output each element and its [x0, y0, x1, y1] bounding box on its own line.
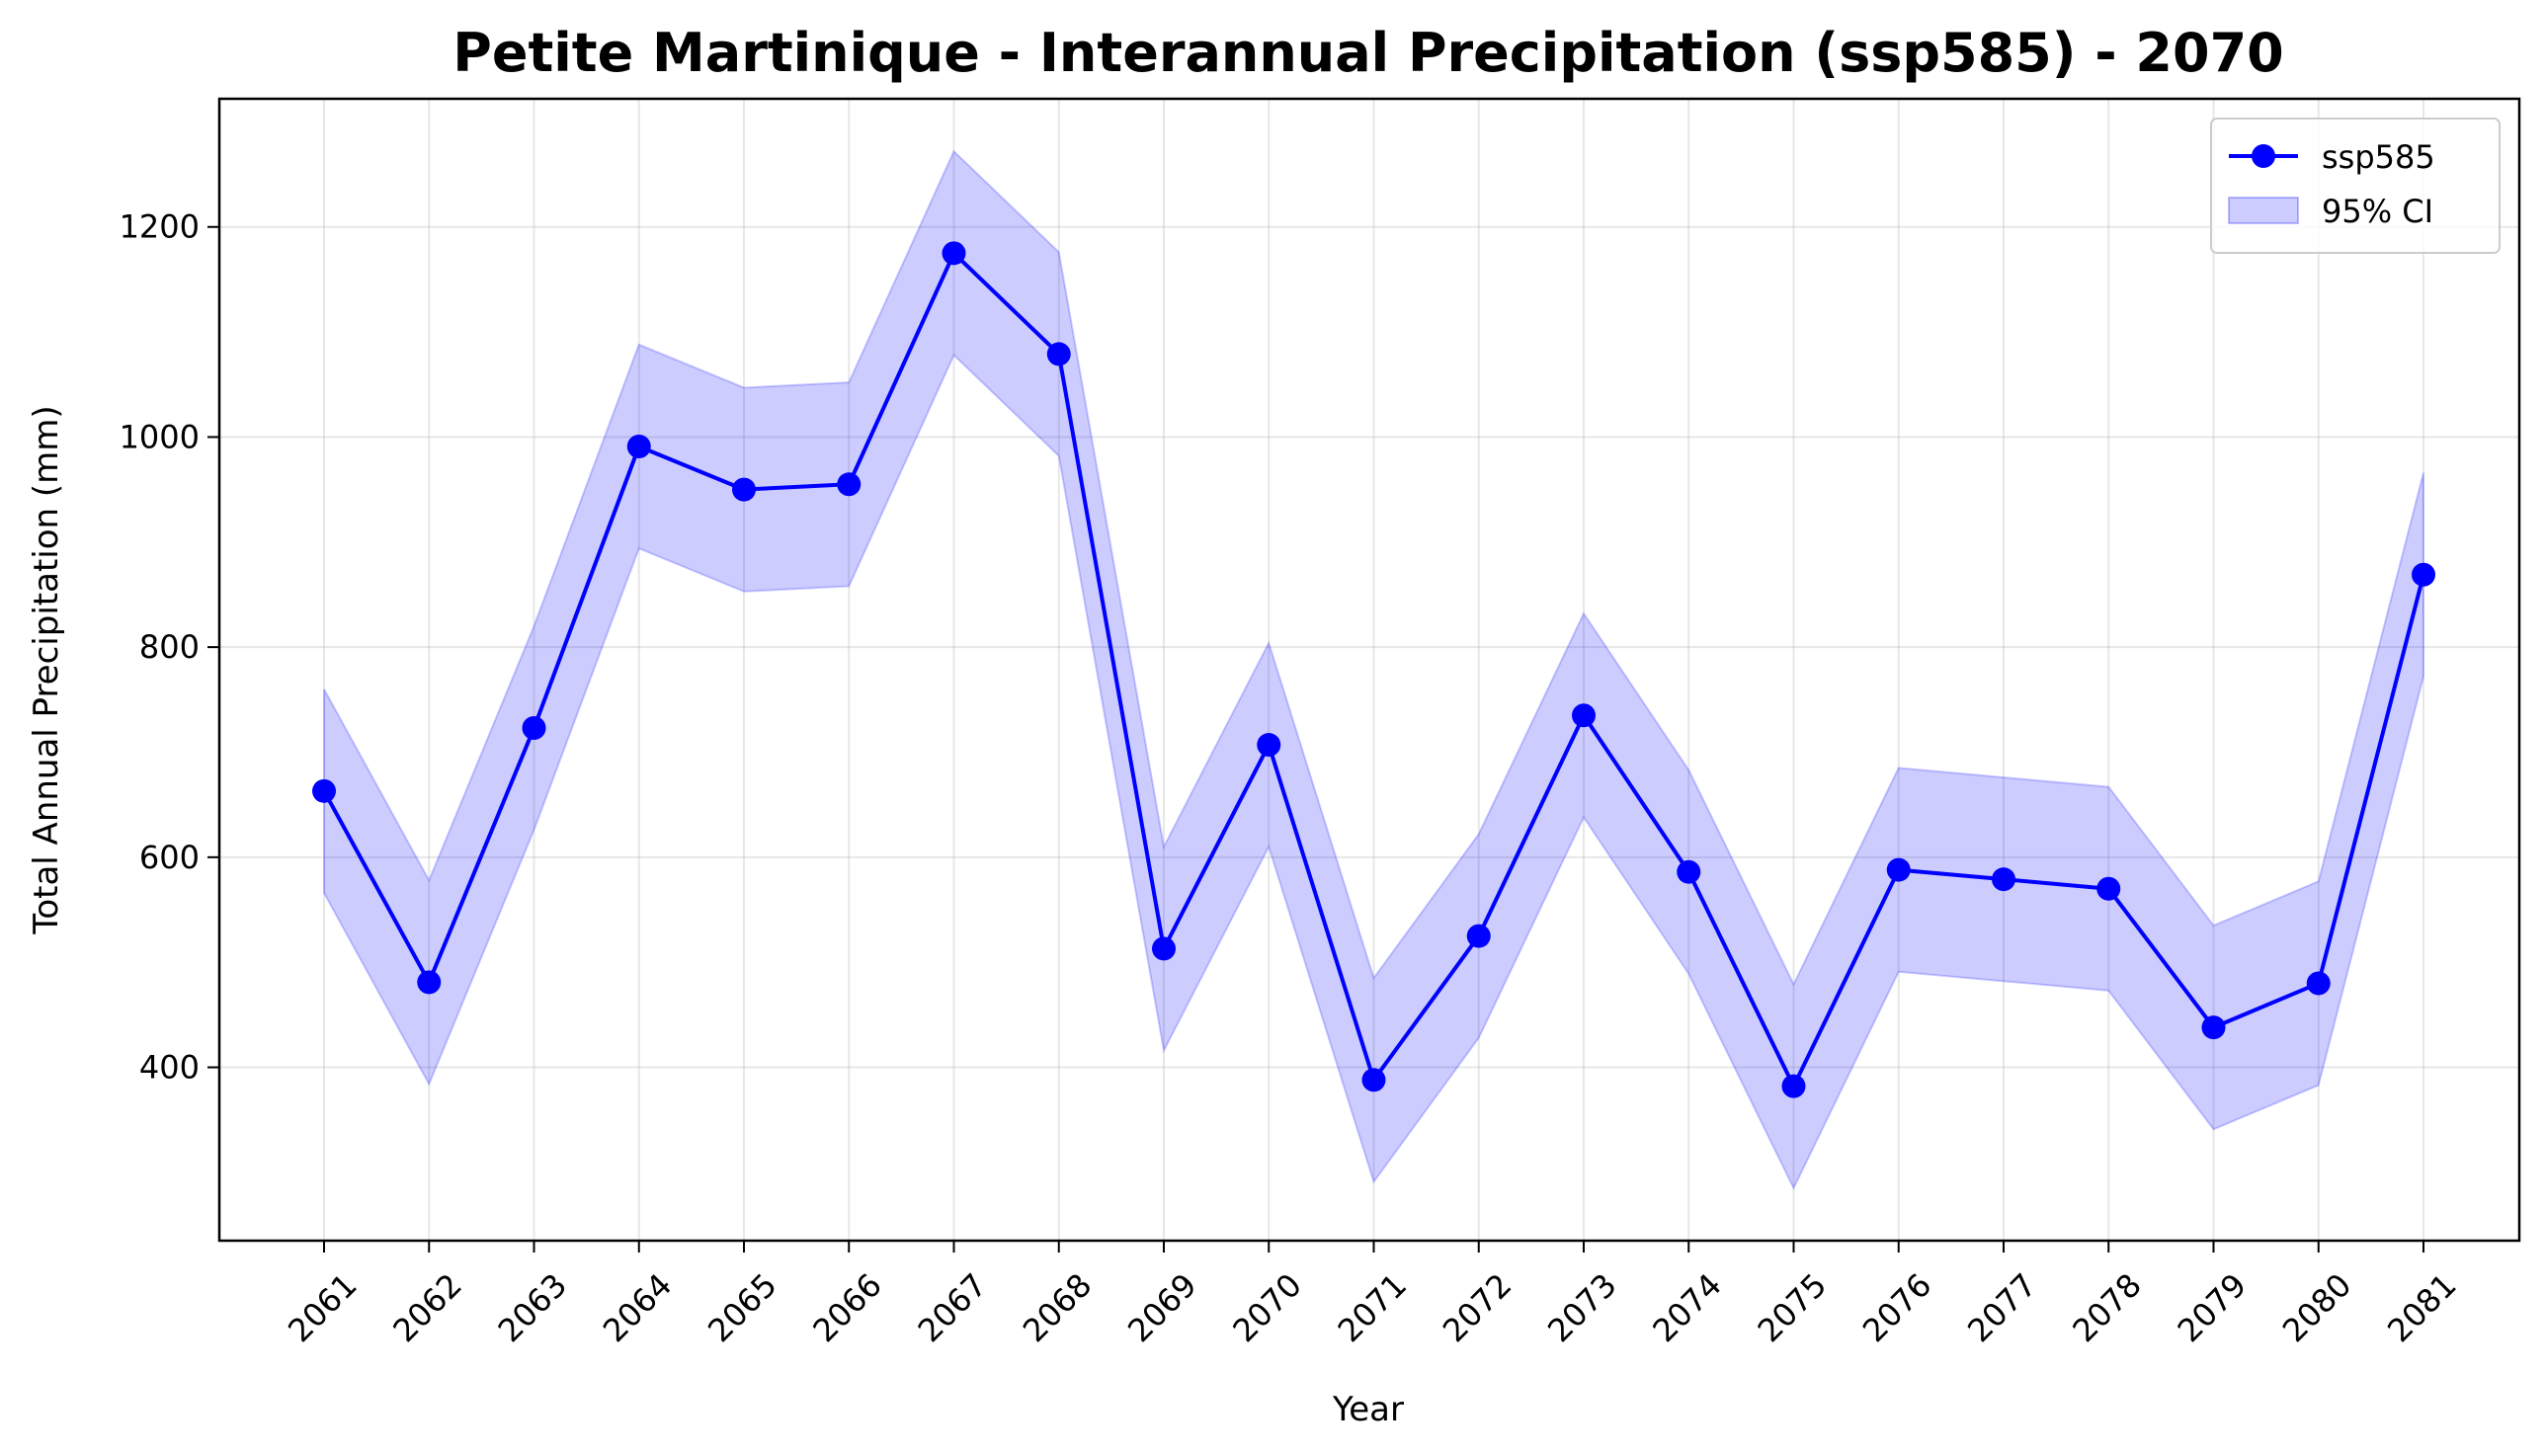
data-point: [1361, 1068, 1386, 1092]
data-point: [2096, 876, 2121, 901]
y-axis-label: Total Annual Precipitation (mm): [27, 405, 66, 934]
x-tick-label: 2075: [1751, 1266, 1834, 1349]
x-tick-label: 2074: [1645, 1266, 1728, 1349]
data-point: [1466, 924, 1491, 948]
y-tick-label: 400: [139, 1049, 200, 1087]
x-tick-label: 2081: [2380, 1266, 2463, 1349]
data-point: [1046, 342, 1071, 366]
x-tick-label: 2077: [1960, 1266, 2043, 1349]
x-axis-ticks: 2061 2062 2063 2064 2065 2066 2067 2068 2069 2070…: [281, 1241, 2464, 1349]
data-point: [626, 435, 651, 459]
data-point: [1781, 1074, 1806, 1098]
data-point: [312, 778, 336, 803]
data-point: [837, 472, 862, 497]
x-tick-label: 2072: [1436, 1266, 1519, 1349]
ci-band: [323, 149, 2424, 1191]
y-tick-label: 600: [139, 839, 200, 876]
data-point: [2201, 1015, 2226, 1040]
x-tick-label: 2080: [2275, 1266, 2358, 1349]
data-point: [732, 477, 756, 502]
data-point: [417, 970, 442, 995]
y-tick-label: 1200: [120, 208, 200, 246]
data-point: [2412, 562, 2435, 587]
x-tick-label: 2065: [700, 1266, 783, 1349]
data-point: [1992, 867, 2015, 892]
data-point: [942, 241, 966, 266]
x-tick-label: 2076: [1855, 1266, 1938, 1349]
series-point-layer: [312, 241, 2435, 1098]
legend: ssp585 95% CI: [2210, 118, 2501, 254]
data-point: [1257, 733, 1281, 758]
x-tick-label: 2070: [1225, 1266, 1308, 1349]
legend-marker-swatch: [2252, 144, 2275, 168]
x-axis-label: Year: [1332, 1390, 1404, 1429]
x-tick-label: 2064: [596, 1266, 679, 1349]
x-tick-label: 2061: [281, 1266, 364, 1349]
x-tick-label: 2068: [1016, 1266, 1099, 1349]
grid-lines: [219, 99, 2519, 1241]
x-tick-label: 2071: [1331, 1266, 1414, 1349]
plot-frame: [217, 97, 2521, 1243]
data-point: [1572, 703, 1596, 728]
data-point: [1152, 936, 1176, 961]
x-tick-label: 2069: [1120, 1266, 1203, 1349]
x-tick-label: 2073: [1540, 1266, 1623, 1349]
x-tick-label: 2063: [491, 1266, 574, 1349]
y-tick-label: 800: [139, 628, 200, 666]
x-tick-label: 2079: [2171, 1266, 2254, 1349]
data-point: [522, 716, 546, 741]
data-point: [2306, 971, 2331, 996]
x-tick-label: 2078: [2065, 1266, 2148, 1349]
x-tick-label: 2062: [385, 1266, 468, 1349]
legend-frame: [2210, 118, 2501, 254]
y-tick-label: 1000: [120, 418, 200, 455]
data-point: [1677, 859, 1701, 884]
x-tick-label: 2066: [805, 1266, 888, 1349]
y-axis-ticks: 400 600 800 1000 1200: [120, 208, 219, 1087]
legend-label-ci: 95% CI: [2322, 193, 2433, 230]
ci-band-layer: [323, 149, 2424, 1191]
chart-title: Petite Martinique - Interannual Precipit…: [452, 22, 2283, 84]
legend-label-series: ssp585: [2322, 138, 2435, 176]
legend-ci-swatch: [2228, 197, 2299, 224]
x-tick-label: 2067: [911, 1266, 994, 1349]
data-point: [1886, 857, 1911, 882]
